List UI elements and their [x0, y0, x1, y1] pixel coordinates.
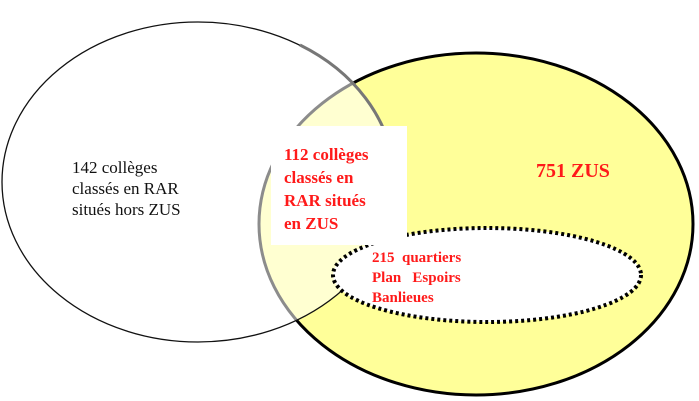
label-line: 112 collèges: [284, 145, 369, 164]
label-line: en ZUS: [284, 214, 339, 233]
rar-outside-label: 142 collèges classés en RAR situés hors …: [72, 157, 181, 220]
intersection-label: 112 collèges classés en RAR situés en ZU…: [284, 143, 369, 235]
peb-label: 215 quartiers Plan Espoirs Banlieues: [372, 248, 461, 308]
label-line: RAR situés: [284, 191, 366, 210]
intersection-label-box: [271, 126, 407, 245]
label-line: 142 collèges: [72, 158, 158, 177]
label-line: Plan Espoirs: [372, 270, 461, 286]
label-line: Banlieues: [372, 290, 434, 306]
label-line: classés en: [284, 168, 354, 187]
label-line: situés hors ZUS: [72, 200, 181, 219]
label-line: 215 quartiers: [372, 250, 462, 266]
peb-ellipse: [331, 226, 643, 324]
zus-label: 751 ZUS: [536, 160, 610, 182]
label-line: classés en RAR: [72, 179, 179, 198]
rar-ellipse-overlap: [2, 22, 394, 342]
